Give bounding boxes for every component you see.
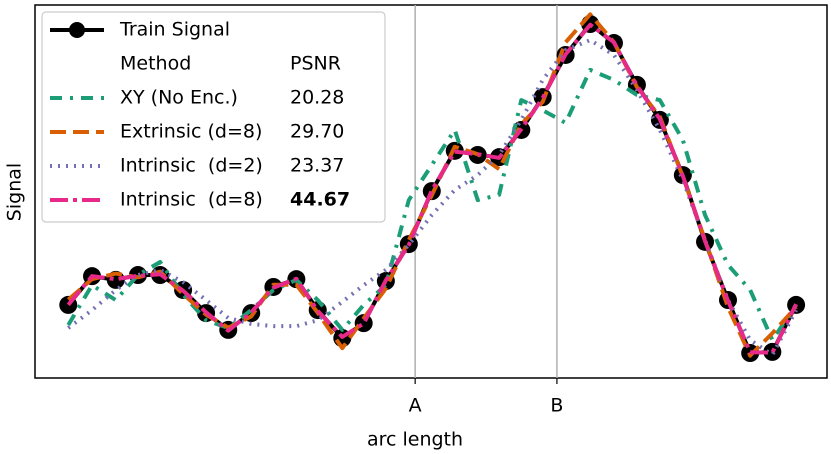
legend-label: Intrinsic (d=2) bbox=[120, 155, 263, 177]
legend-psnr: 29.70 bbox=[290, 121, 344, 143]
legend-psnr: 23.37 bbox=[290, 155, 344, 177]
legend-label: Intrinsic (d=8) bbox=[120, 189, 263, 211]
legend-psnr: 20.28 bbox=[290, 87, 344, 109]
legend-marker bbox=[69, 22, 85, 38]
legend-box bbox=[41, 11, 386, 223]
series-line bbox=[66, 67, 798, 342]
legend-label: XY (No Enc.) bbox=[120, 87, 238, 109]
legend-label: Train Signal bbox=[119, 19, 230, 41]
plot-frame bbox=[34, 4, 828, 379]
legend-header: PSNR bbox=[290, 53, 341, 75]
x-axis-label: arc length bbox=[367, 429, 463, 451]
legend-label: Extrinsic (d=8) bbox=[120, 121, 262, 143]
series-line bbox=[67, 38, 798, 357]
legend-header: Method bbox=[120, 53, 191, 75]
legend-psnr: 44.67 bbox=[290, 189, 350, 211]
series-line bbox=[66, 22, 798, 355]
x-tick-label: B bbox=[550, 395, 563, 417]
x-tick-label: A bbox=[409, 395, 422, 417]
y-axis-label: Signal bbox=[4, 163, 26, 221]
